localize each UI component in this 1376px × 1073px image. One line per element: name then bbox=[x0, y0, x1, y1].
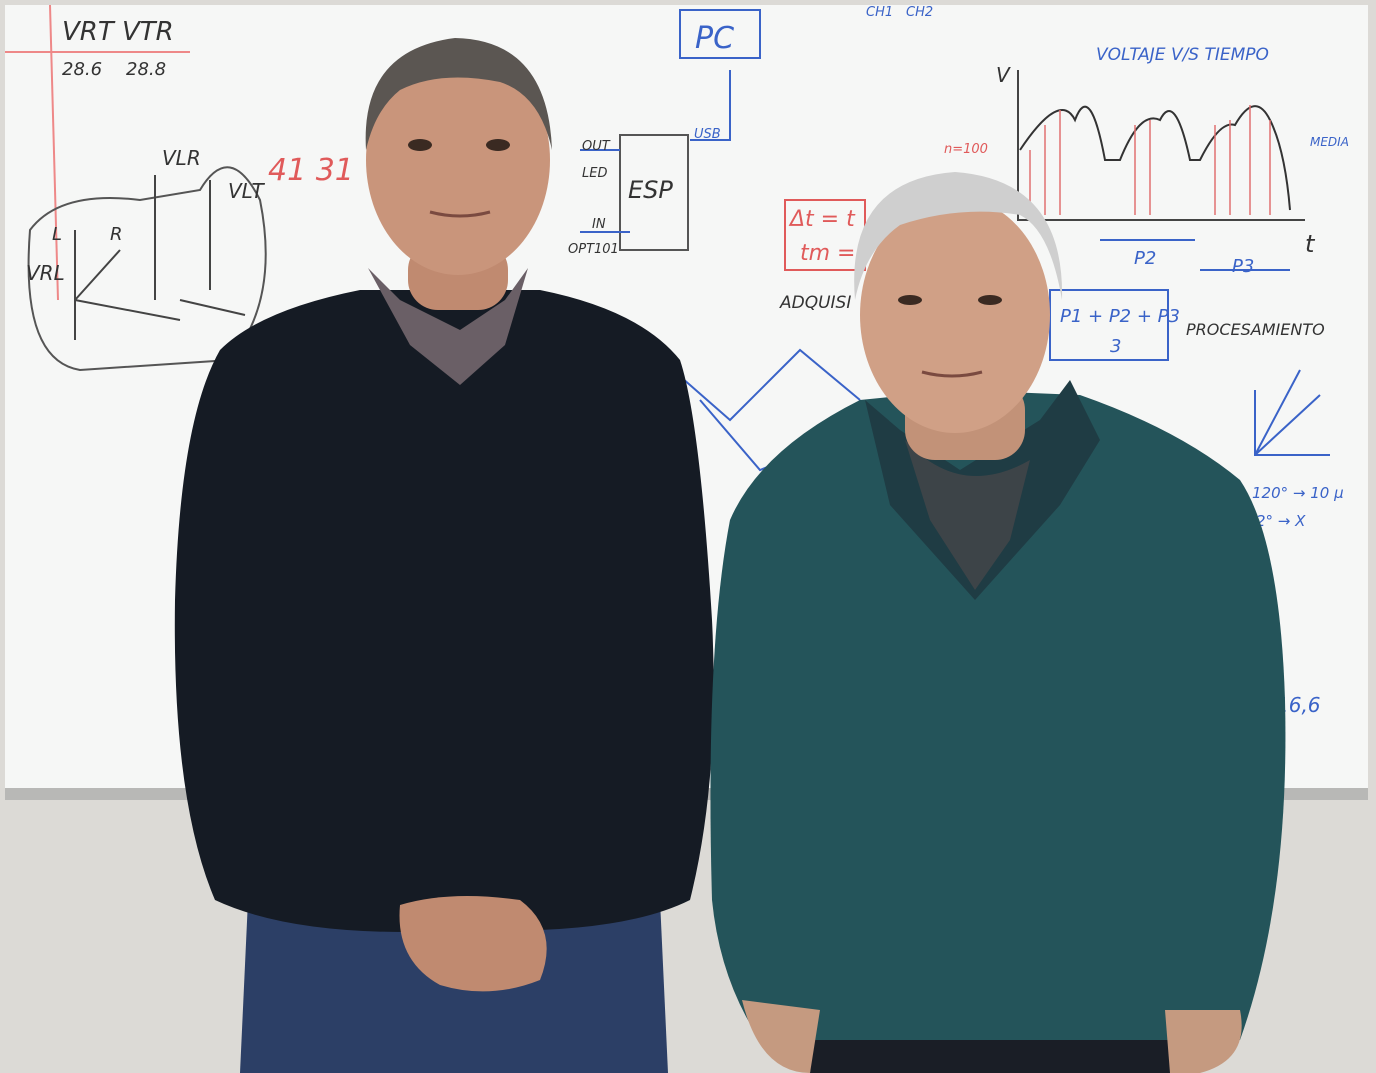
label: CH2 bbox=[906, 5, 933, 20]
label: LED bbox=[582, 166, 607, 181]
red-line bbox=[49, 4, 59, 301]
label: L bbox=[52, 224, 62, 245]
label: VLT bbox=[228, 179, 265, 203]
esp-box bbox=[619, 134, 689, 251]
wires bbox=[580, 70, 731, 233]
label: CH1 bbox=[866, 5, 893, 20]
label: IN bbox=[592, 217, 606, 232]
face bbox=[366, 45, 550, 275]
face bbox=[860, 197, 1050, 433]
label: VOLTAJE V/S TIEMPO bbox=[1096, 45, 1269, 65]
label: 41 31 bbox=[268, 153, 354, 188]
label: 28.8 bbox=[126, 59, 166, 80]
label: USB bbox=[694, 127, 721, 142]
whiteboard-text: VRT VTR 28.6 28.8 VLR VLT VRL L R 41 31 … bbox=[26, 5, 1349, 717]
label: VRT bbox=[62, 17, 116, 47]
shirt bbox=[905, 440, 1030, 590]
period-arrows bbox=[1100, 239, 1290, 271]
label: VTR bbox=[122, 17, 174, 47]
label: VRL bbox=[26, 261, 65, 285]
collar bbox=[368, 268, 528, 385]
vector-sketch bbox=[27, 166, 267, 372]
label: MEDIA bbox=[1310, 135, 1349, 149]
eye bbox=[978, 295, 1002, 305]
label: n=100 bbox=[944, 142, 988, 157]
sweater bbox=[174, 290, 714, 932]
label: VLR bbox=[162, 146, 201, 170]
label: 2° → X bbox=[1256, 512, 1306, 530]
label: P2 bbox=[1134, 248, 1156, 269]
samples bbox=[1029, 105, 1271, 215]
label: 28.6 bbox=[62, 59, 102, 80]
mouth bbox=[429, 210, 491, 218]
label: 3 bbox=[1110, 336, 1121, 357]
label: R bbox=[110, 224, 123, 245]
angle-sketch bbox=[1254, 369, 1330, 456]
label: V bbox=[996, 63, 1011, 87]
label: P3 bbox=[1232, 256, 1254, 277]
label: t bbox=[1305, 230, 1316, 258]
axes bbox=[1017, 70, 1305, 221]
mean-box bbox=[1049, 289, 1169, 361]
label: ESP bbox=[628, 176, 673, 204]
hand bbox=[742, 1000, 820, 1073]
label: 120° → 10 μ bbox=[1252, 484, 1344, 502]
mouth bbox=[921, 370, 983, 378]
eye bbox=[898, 295, 922, 305]
person-right bbox=[710, 172, 1286, 1073]
label: PROCESAMIENTO bbox=[1186, 320, 1325, 339]
hand bbox=[1165, 1010, 1242, 1073]
waveform bbox=[1019, 105, 1291, 211]
hair bbox=[854, 172, 1063, 300]
label: OPT101 bbox=[568, 242, 619, 257]
hair bbox=[365, 38, 552, 150]
eye bbox=[408, 139, 432, 151]
eye bbox=[486, 139, 510, 151]
label: P1 + P2 + P3 bbox=[1060, 306, 1180, 327]
label: tm = bbox=[800, 241, 855, 266]
label: OUT bbox=[582, 139, 611, 154]
hands bbox=[399, 896, 547, 992]
label: PC bbox=[695, 21, 734, 56]
person-left bbox=[174, 38, 714, 1073]
sketches bbox=[5, 4, 1330, 472]
vector-arrows bbox=[74, 175, 246, 340]
label: ADQUISI bbox=[779, 293, 851, 313]
sweater bbox=[710, 390, 1286, 1040]
pc-box bbox=[679, 9, 761, 59]
label: Δt = t bbox=[788, 207, 856, 232]
